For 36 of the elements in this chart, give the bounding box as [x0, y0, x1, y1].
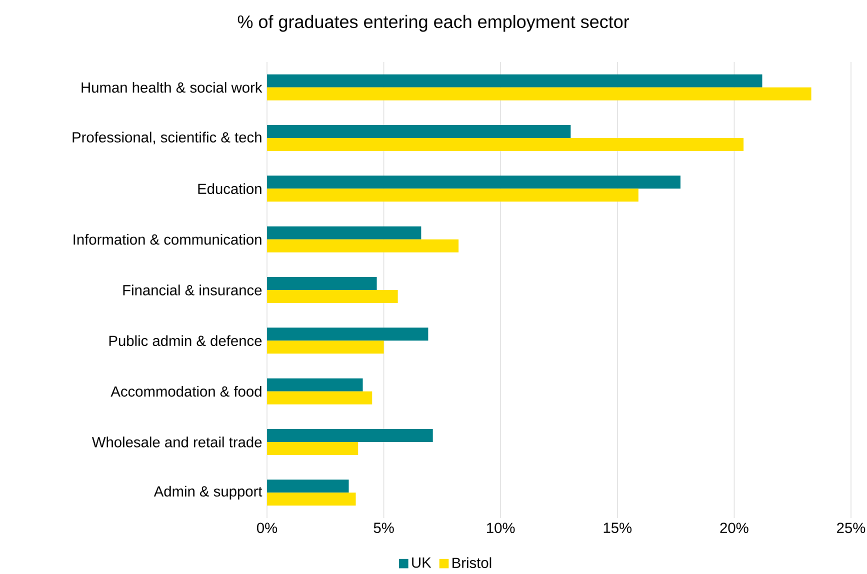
- bar: [267, 74, 762, 88]
- x-tick-label: 5%: [374, 522, 394, 534]
- bar: [267, 391, 372, 404]
- bar: [267, 378, 363, 392]
- y-tick-label: Education: [198, 183, 262, 194]
- bar: [267, 340, 384, 354]
- legend-label: UK: [412, 558, 432, 568]
- bar: [267, 138, 744, 151]
- bar: [267, 480, 349, 493]
- y-tick-label: Information & communication: [74, 234, 262, 245]
- bar: [267, 239, 459, 252]
- y-tick-label: Wholesale and retail trade: [92, 436, 262, 448]
- bar: [267, 290, 398, 303]
- bar: [267, 176, 680, 189]
- bar: [267, 428, 433, 442]
- legend-label: Bristol: [452, 557, 492, 568]
- x-tick-label: 0%: [256, 522, 278, 534]
- x-tick-label: 10%: [487, 522, 515, 534]
- y-tick-label: Accommodation & food: [110, 386, 262, 397]
- bar: [267, 492, 356, 506]
- y-tick-label: Human health & social work: [82, 82, 262, 93]
- x-tick-label: 20%: [720, 522, 748, 534]
- y-tick-label: Financial & insurance: [123, 284, 262, 296]
- bar: [267, 328, 428, 341]
- bar: [267, 87, 812, 100]
- bar: [267, 226, 422, 240]
- bar: [267, 276, 377, 290]
- y-tick-label: Admin & support: [154, 486, 262, 500]
- x-tick-label: 25%: [837, 522, 866, 534]
- bar: [267, 442, 358, 455]
- bar: [267, 188, 638, 202]
- bar: [267, 125, 571, 138]
- x-tick-label: 15%: [604, 522, 632, 534]
- y-tick-label: Professional, scientific & tech: [72, 132, 262, 144]
- chart-title: % of graduates entering each employment sector: [238, 14, 630, 32]
- y-tick-label: Public admin & defence: [109, 335, 262, 346]
